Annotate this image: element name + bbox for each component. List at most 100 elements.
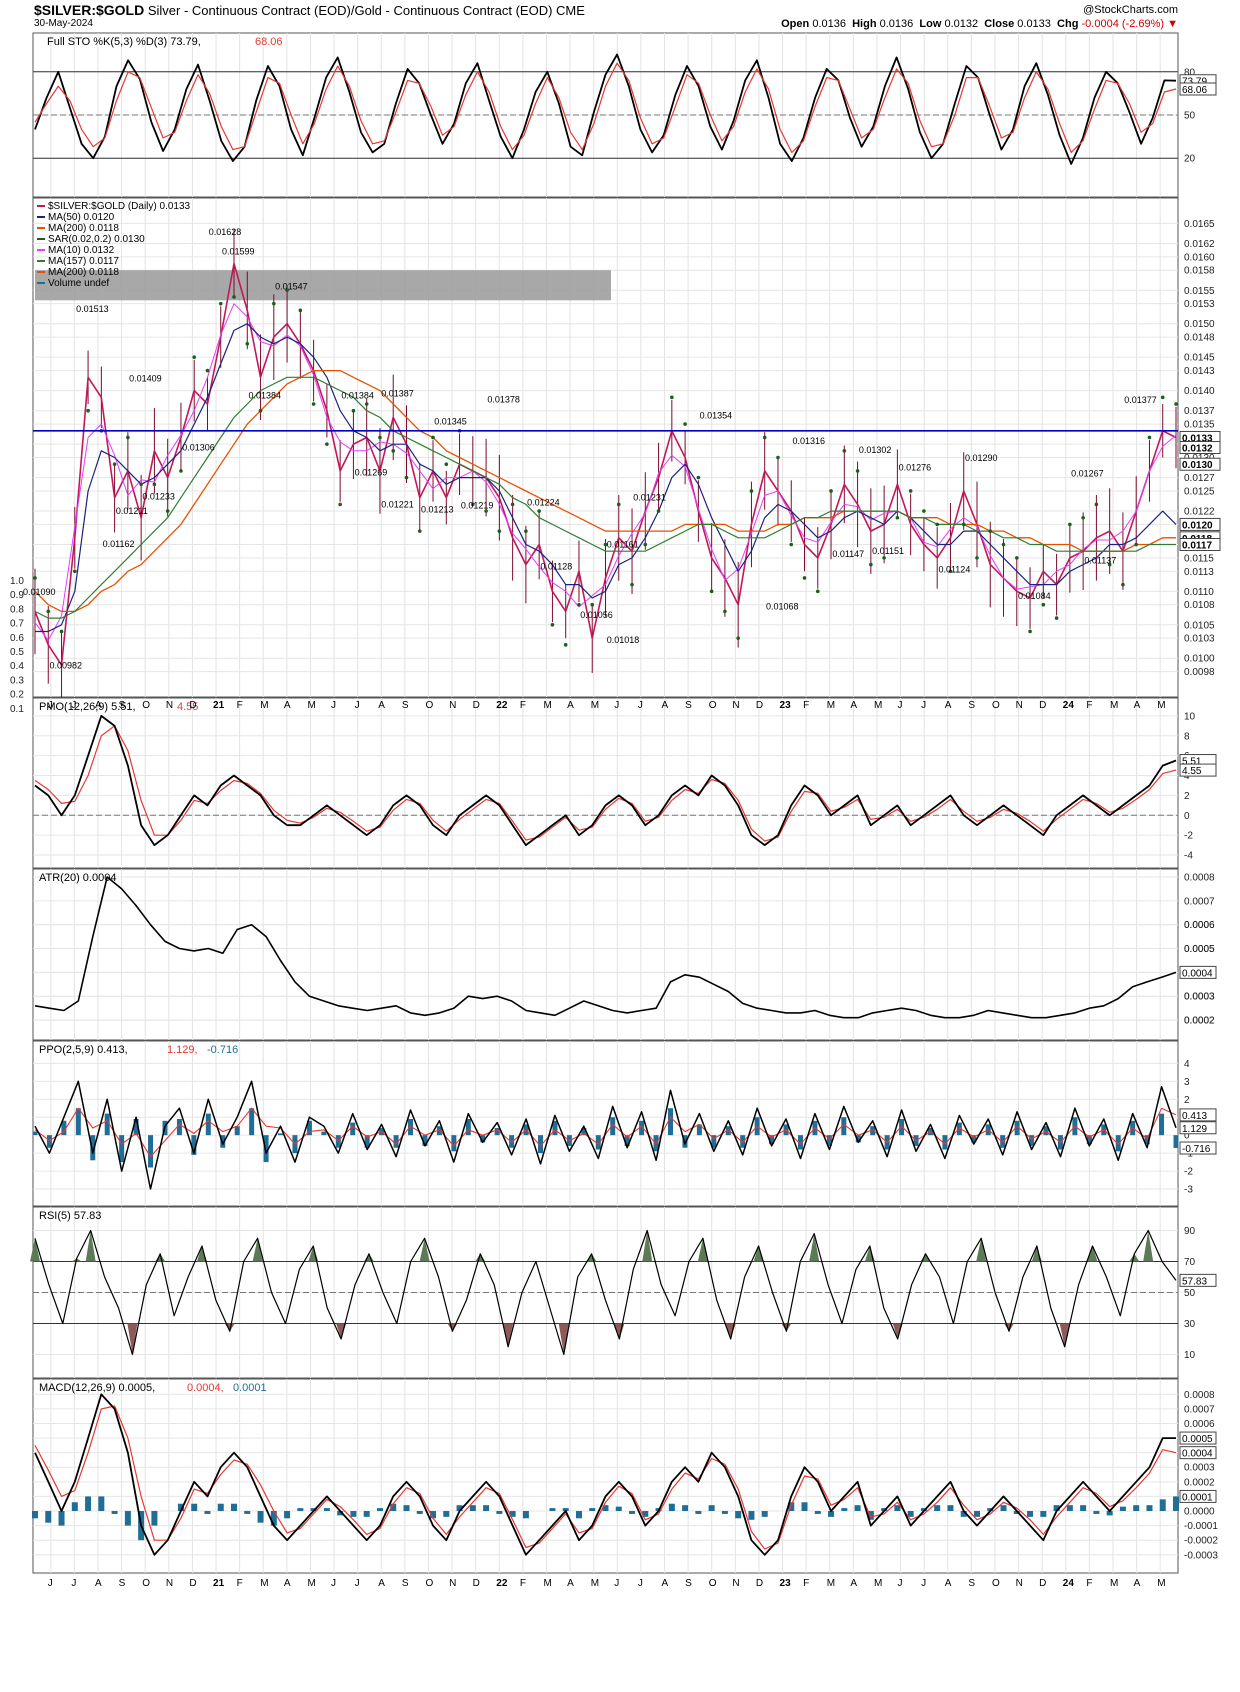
month-label: S [402,1578,409,1589]
month-label: M [827,700,835,711]
sar-dot [776,455,780,460]
oversold-fill [503,1323,514,1347]
month-axis-bottom: J J A S O N D 21 F M A M J J A S O N D 22 F M A M J J A S O N D 23 F M A M J… [48,1578,1166,1589]
sar-dot [643,542,648,547]
tick-label: 0.0006 [1184,920,1215,931]
sar-dot [364,402,369,406]
symbol: $SILVER:$GOLD [34,2,145,18]
price-annotation: 0.01387 [381,388,414,398]
tick-label: 0.0002 [1184,1016,1215,1027]
sar-dot [404,475,409,480]
chart-date: 30-May-2024 [34,18,93,29]
month-label: A [850,700,857,711]
tick-label: 0 [1184,811,1190,822]
atr-line [34,876,1177,1019]
panel-4: 0.00080.00070.00060.00060.00050.00050.00… [32,868,1217,1041]
sar-dot [630,582,634,587]
month-label: J [355,1578,360,1589]
month-label: J [638,700,643,711]
panel-legend-2: 4.55 [177,701,198,713]
value-tag [1179,441,1221,454]
tick-label: 0.0155 [1184,286,1215,297]
tick-label: 50 [1184,1288,1196,1299]
overbought-fill [252,1238,263,1262]
month-label: J [638,1578,643,1589]
month-label: F [520,1578,526,1589]
sar-dot [497,529,502,533]
value-tag [1179,763,1217,777]
panel-legend: ATR(20) 0.0004 [39,872,116,884]
overbought-fill [1129,1253,1140,1262]
overbought-fill [753,1246,764,1262]
low-value: 0.0132 [944,18,979,30]
overbought-fill [642,1230,653,1262]
sar-dot [882,556,886,560]
month-label: A [945,1578,952,1589]
sar-dot [524,529,528,533]
tick-label: 0.0143 [1184,366,1215,377]
sar-dot [311,402,316,406]
month-label: M [1110,1578,1118,1589]
value-tag-text: 0.0001 [1182,1492,1213,1503]
month-label: M [591,1578,599,1589]
month-label: D [756,1578,763,1589]
sar-dot [1134,542,1138,547]
month-label: D [189,700,196,711]
sar-dot [1068,522,1072,527]
month-label: J [71,1578,76,1589]
tick-label: 0.0165 [1184,219,1215,230]
close-value: 0.0133 [1017,18,1051,30]
price-annotation: 0.01068 [766,602,799,612]
price-annotation: 0.01409 [129,374,162,384]
ma200-line [34,369,1176,613]
sar-dot [1081,515,1085,520]
price-annotation: 0.01147 [832,549,864,559]
overbought-fill [30,1238,40,1262]
sar-dot [152,482,157,487]
tick-label: 0.0108 [1184,600,1215,611]
sar-dot [1107,562,1112,567]
sar-dot [298,308,303,313]
down-arrow-icon: ▼ [1167,18,1178,30]
month-label: M [543,700,551,711]
sar-dot [1160,395,1165,400]
price-annotation: 0.01267 [1071,469,1104,479]
month-label: J [331,700,336,711]
legend-entry: Volume undef [48,278,109,289]
panel-7: 0.0008 0.0007 0.0006 0.0005 0.0004 0.0003 0.00… [32,1378,1218,1574]
left-tick-label: 0.6 [10,633,24,644]
left-tick-label: 0.7 [10,619,24,630]
sar-dot [1001,542,1006,547]
sar-dot [112,462,117,467]
price-annotation: 0.01162 [103,539,135,549]
price-annotation: 0.01378 [487,394,520,404]
price-annotation: 0.01151 [872,546,904,556]
sar-dot [935,522,939,527]
exchange: CME [556,3,585,18]
sar-dot [1121,582,1125,587]
month-label: A [378,1578,385,1589]
left-tick-label: 0.4 [10,661,24,672]
value-tag [1179,1108,1217,1122]
tick-label: 0.0008 [1184,1390,1215,1401]
sar-dot [590,602,595,607]
open-value: 0.0136 [812,18,846,30]
legend-entry: MA(50) 0.0120 [48,212,115,223]
price-annotation: 0.01384 [341,390,374,400]
tick-label: 0.0162 [1184,239,1215,250]
tick-label: 0.0100 [1184,654,1215,665]
tick-label: 8 [1184,731,1190,742]
panel-legend: RSI(5) 57.83 [39,1210,101,1222]
value-tag [1179,517,1221,531]
value-tag-text: 4.55 [1182,766,1202,777]
tick-label: 4 [1184,1059,1190,1070]
price-annotation: 0.01513 [76,304,109,314]
month-label: F [803,1578,809,1589]
month-label: J [614,700,619,711]
month-label: F [520,700,526,711]
overbought-fill [1143,1230,1154,1262]
tick-label: 20 [1184,154,1196,165]
chart-header: $SILVER:$GOLD Silver - Continuous Contra… [0,0,1240,32]
stoch-d-line [34,62,1177,153]
